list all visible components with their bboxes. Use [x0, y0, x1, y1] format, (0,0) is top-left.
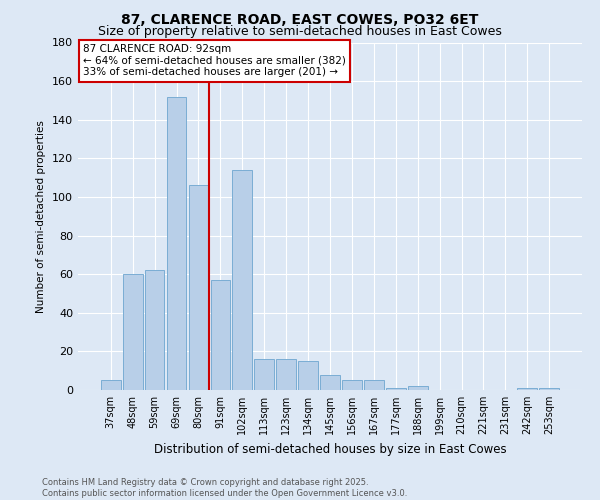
Bar	[276, 359, 296, 390]
Bar	[408, 386, 428, 390]
Bar	[386, 388, 406, 390]
Bar	[232, 170, 252, 390]
Bar	[188, 186, 208, 390]
Bar	[254, 359, 274, 390]
Text: Size of property relative to semi-detached houses in East Cowes: Size of property relative to semi-detach…	[98, 25, 502, 38]
Text: 87, CLARENCE ROAD, EAST COWES, PO32 6ET: 87, CLARENCE ROAD, EAST COWES, PO32 6ET	[121, 12, 479, 26]
X-axis label: Distribution of semi-detached houses by size in East Cowes: Distribution of semi-detached houses by …	[154, 442, 506, 456]
Bar	[167, 96, 187, 390]
Bar	[342, 380, 362, 390]
Bar	[101, 380, 121, 390]
Bar	[364, 380, 384, 390]
Bar	[539, 388, 559, 390]
Bar	[211, 280, 230, 390]
Bar	[145, 270, 164, 390]
Bar	[123, 274, 143, 390]
Bar	[517, 388, 537, 390]
Bar	[298, 361, 318, 390]
Text: 87 CLARENCE ROAD: 92sqm
← 64% of semi-detached houses are smaller (382)
33% of s: 87 CLARENCE ROAD: 92sqm ← 64% of semi-de…	[83, 44, 346, 78]
Text: Contains HM Land Registry data © Crown copyright and database right 2025.
Contai: Contains HM Land Registry data © Crown c…	[42, 478, 407, 498]
Y-axis label: Number of semi-detached properties: Number of semi-detached properties	[37, 120, 46, 312]
Bar	[320, 374, 340, 390]
